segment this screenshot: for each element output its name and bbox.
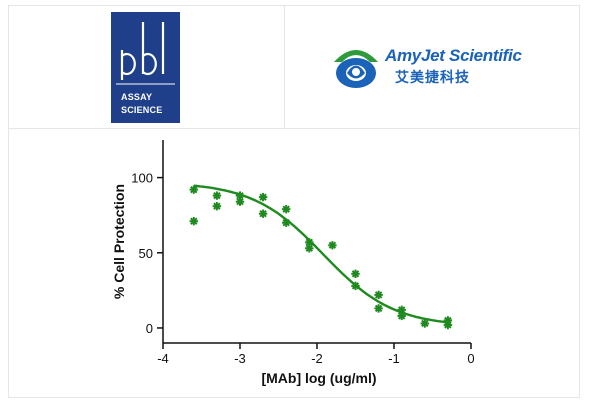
data-point [305,244,314,253]
data-point [351,269,360,278]
data-point [282,218,291,227]
pbl-letters-mark [116,22,175,85]
data-point [374,304,383,313]
logo-cell-right [285,5,580,129]
x-tick-label: -1 [388,351,400,366]
x-tick-label: -2 [311,351,323,366]
data-point [328,241,337,250]
x-tick-label: -4 [157,351,169,366]
data-point [420,319,429,328]
pbl-logo-line2: SCIENCE [121,105,163,115]
y-tick-label: 50 [139,246,153,261]
amyjet-logo-chinese: 艾美捷科技 [395,70,470,86]
ticks: -4 -3 -2 -1 0 0 50 100 [131,171,474,366]
x-axis-title: [MAb] log (ug/ml) [261,370,376,386]
data-point [258,192,268,202]
figure-frame [8,5,580,398]
data-point [212,191,222,200]
data-point [189,217,198,226]
data-point [374,290,383,300]
x-tick-label: -3 [234,351,246,366]
y-tick-label: 100 [131,171,153,186]
pbl-logo-line1: ASSAY [121,92,153,102]
data-point [282,205,291,214]
pbl-assay-science-logo: ASSAY SCIENCE [111,12,180,123]
y-axis-title: % Cell Protection [111,184,127,299]
data-point [443,320,453,330]
axes [162,140,471,344]
y-tick-label: 0 [146,321,153,336]
data-point [258,209,268,218]
data-point [397,311,406,321]
data-point [351,281,360,291]
amyjet-logo-text: AmyJet Scientific [385,46,522,65]
logo-cell-left [8,5,285,129]
amyjet-emblem-icon [334,50,378,88]
fit-curve-line [193,184,449,324]
data-point [212,202,222,211]
data-point [235,197,245,206]
data-points [189,185,453,330]
x-tick-label: 0 [467,351,474,366]
data-point [189,185,198,194]
